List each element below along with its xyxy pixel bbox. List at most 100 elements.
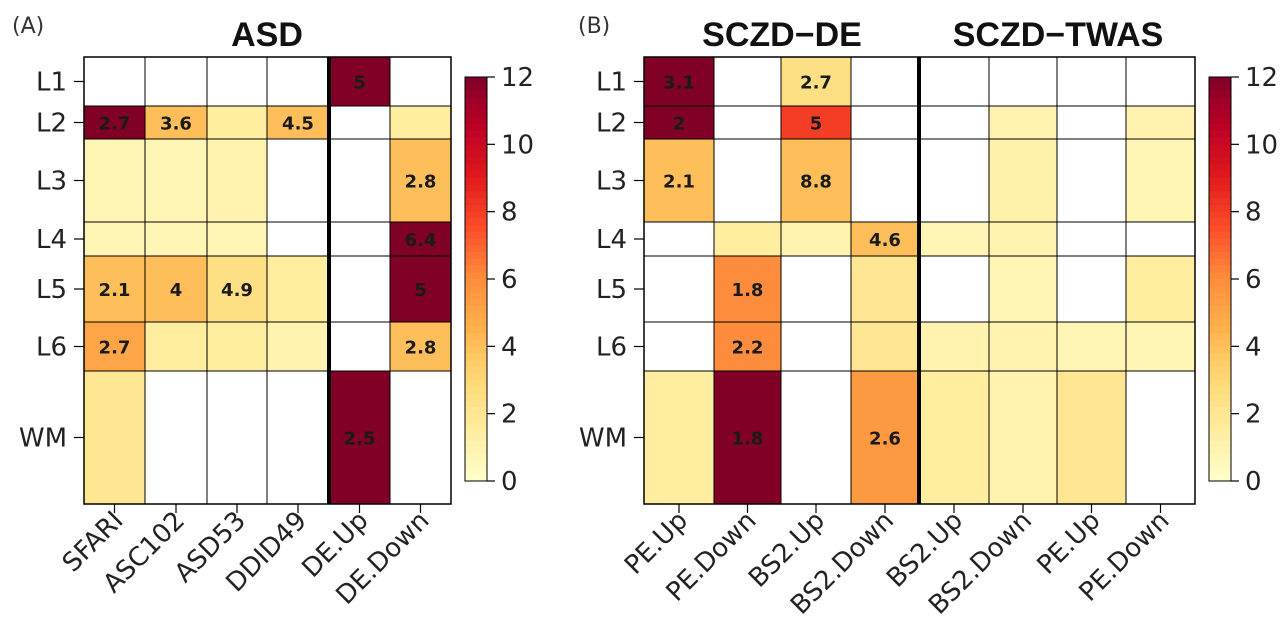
asd-gradient-step [465, 211, 487, 219]
asd-gradient-step [465, 218, 487, 226]
asd-gradient-step [465, 400, 487, 408]
asd-colorbar-label: 0 [501, 467, 518, 497]
sczd-gradient-step [1209, 164, 1231, 172]
sczd-cell [1125, 105, 1196, 140]
asd-gradient-step [465, 171, 487, 179]
asd-cell [144, 221, 208, 257]
asd-cell [389, 370, 452, 505]
asd-gradient-step [465, 90, 487, 98]
sczd-gradient-step [1209, 460, 1231, 469]
sczd-cell [1056, 138, 1127, 223]
sczd-gradient-step [1209, 305, 1231, 314]
asd-colorbar-label: 2 [501, 400, 518, 430]
asd-cell [266, 56, 330, 107]
asd-gradient-step [465, 110, 487, 118]
sczd-cell-value: 5 [810, 114, 823, 135]
asd-cell [83, 56, 146, 107]
sczd-colorbar-label: 2 [1245, 400, 1262, 430]
sczd-gradient-step [1209, 178, 1231, 186]
panel-b-letter: (B) [578, 14, 610, 39]
sczd-colorbar-label: 4 [1245, 332, 1262, 362]
sczd-gradient-step [1209, 103, 1231, 112]
sczd-cell [918, 221, 990, 257]
sczd-cell [988, 221, 1058, 257]
sczd-gradient-step [1209, 198, 1231, 206]
sczd-cell [643, 221, 715, 257]
sczd-cell [988, 138, 1058, 223]
sczd-gradient-step [1209, 339, 1231, 347]
asd-gradient-step [465, 474, 487, 482]
asd-row-label: L3 [36, 167, 67, 197]
asd-cell [389, 321, 452, 372]
asd-colorbar-label: 6 [501, 265, 518, 295]
asd-cell-value: 3.6 [160, 114, 192, 135]
sczd-gradient-step [1209, 218, 1231, 226]
sczd-gradient-step [1209, 238, 1231, 246]
asd-cell [206, 138, 268, 223]
asd-gradient-step [465, 184, 487, 193]
asd-cell [266, 321, 330, 372]
asd-cell [83, 221, 146, 257]
sczd-cell [713, 321, 782, 372]
sczd-cell [713, 138, 782, 223]
sczd-cell [713, 221, 782, 257]
asd-gradient-step [465, 124, 487, 132]
heatmap-asd: 5 2.7 3.6 4.5 2.8 6.4 2.1 4 4.9 5 2.7 2.8 2.5 L1 L2 L3 L… [19, 56, 452, 611]
sczd-cell-value: 1.8 [732, 429, 764, 450]
sczd-cell [1056, 56, 1127, 107]
asd-cell [206, 56, 268, 107]
sczd-colorbar-label: 12 [1245, 63, 1278, 93]
sczd-cell-value: 2.1 [663, 172, 695, 193]
sczd-cell [850, 56, 920, 107]
asd-gradient-step [465, 305, 487, 314]
asd-gradient-step [465, 326, 487, 334]
asd-row-label: WM [19, 424, 67, 454]
sczd-gradient-step [1209, 171, 1231, 179]
asd-gradient-step [465, 312, 487, 320]
asd-cell [328, 321, 391, 372]
sczd-gradient-step [1209, 144, 1231, 152]
asd-gradient-step [465, 130, 487, 139]
asd-gradient-step [465, 178, 487, 186]
sczd-cell [850, 138, 920, 223]
sczd-cell [988, 56, 1058, 107]
sczd-gradient-step [1209, 211, 1231, 219]
sczd-colorbar-label: 0 [1245, 467, 1262, 497]
asd-gradient-step [465, 157, 487, 166]
asd-cell [144, 321, 208, 372]
panel-b-title-twas: SCZD−TWAS [953, 16, 1164, 54]
asd-gradient-step [465, 198, 487, 206]
sczd-cell [780, 56, 852, 107]
asd-colorbar-label: 8 [501, 198, 518, 228]
asd-cell [328, 255, 391, 323]
sczd-gradient-step [1209, 393, 1231, 401]
legend-sczd: 0 2 4 6 8 10 12 [1208, 63, 1278, 497]
asd-gradient-step [465, 454, 487, 462]
panel-a-title: ASD [231, 16, 303, 54]
asd-gradient-step [465, 137, 487, 145]
sczd-gradient-step [1209, 151, 1231, 159]
asd-cell-value: 2.8 [405, 172, 437, 193]
sczd-cell [1056, 105, 1127, 140]
sczd-cell [643, 105, 715, 140]
sczd-cell-value: 1.8 [732, 280, 764, 301]
sczd-colorbar-label: 10 [1245, 130, 1278, 160]
asd-gradient-step [465, 346, 487, 354]
sczd-gradient-step [1209, 433, 1231, 442]
sczd-cell [713, 56, 782, 107]
sczd-cell [1125, 255, 1196, 323]
sczd-cell [780, 255, 852, 323]
asd-gradient-step [465, 191, 487, 199]
sczd-gradient-step [1209, 184, 1231, 193]
sczd-cell [1125, 221, 1196, 257]
panel-a-letter: (A) [12, 14, 44, 39]
asd-gradient-step [465, 265, 487, 273]
asd-gradient-step [465, 467, 487, 475]
sczd-gradient-step [1209, 265, 1231, 273]
sczd-row-label: L2 [596, 109, 627, 139]
sczd-cell-value: 4.6 [869, 230, 901, 251]
asd-gradient-step [465, 380, 487, 388]
sczd-gradient-step [1209, 292, 1231, 300]
sczd-cell [1056, 321, 1127, 372]
asd-gradient-step [465, 144, 487, 152]
